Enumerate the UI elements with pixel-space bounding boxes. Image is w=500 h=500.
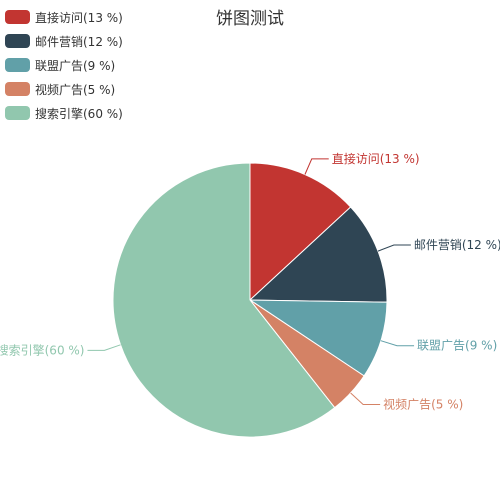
legend-item[interactable]: 联盟广告(9 %): [5, 53, 123, 77]
legend-swatch-icon: [5, 10, 30, 24]
label-leader-lines: [87, 158, 415, 405]
slice-label: 邮件营销(12 %): [414, 238, 500, 252]
legend-swatch-icon: [5, 82, 30, 96]
legend-label: 直接访问(13 %): [35, 10, 123, 25]
legend-item[interactable]: 直接访问(13 %): [5, 5, 123, 29]
legend-label: 联盟广告(9 %): [35, 58, 116, 73]
label-leader-line: [87, 344, 121, 351]
pie-slices: [112, 162, 388, 438]
legend-item[interactable]: 视频广告(5 %): [5, 77, 123, 101]
legend-label: 视频广告(5 %): [35, 82, 116, 97]
pie-slice[interactable]: [248, 299, 388, 377]
legend: 直接访问(13 %) 邮件营销(12 %) 联盟广告(9 %) 视频广告(5 %…: [5, 5, 123, 125]
legend-swatch-icon: [5, 34, 30, 48]
pie-slice[interactable]: [112, 162, 336, 438]
legend-item[interactable]: 邮件营销(12 %): [5, 29, 123, 53]
slice-label: 联盟广告(9 %): [417, 339, 497, 353]
slice-label: 搜索引擎(60 %): [0, 342, 84, 357]
legend-label: 搜索引擎(60 %): [35, 106, 123, 121]
legend-swatch-icon: [5, 58, 30, 72]
slice-labels: 直接访问(13 %) 邮件营销(12 %) 联盟广告(9 %) 视频广告(5 %) 搜索…: [0, 151, 500, 412]
pie-slice[interactable]: [248, 206, 388, 303]
label-leader-line: [350, 392, 381, 405]
legend-item[interactable]: 搜索引擎(60 %): [5, 101, 123, 125]
slice-label: 视频广告(5 %): [383, 396, 463, 411]
chart-title: 饼图测试: [216, 9, 284, 29]
legend-swatch-icon: [5, 106, 30, 120]
label-leader-line: [380, 340, 415, 347]
label-leader-line: [377, 244, 411, 252]
legend-label: 邮件营销(12 %): [35, 34, 123, 49]
pie-slice[interactable]: [249, 162, 352, 302]
slice-label: 直接访问(13 %): [332, 151, 420, 166]
label-leader-line: [304, 158, 329, 175]
